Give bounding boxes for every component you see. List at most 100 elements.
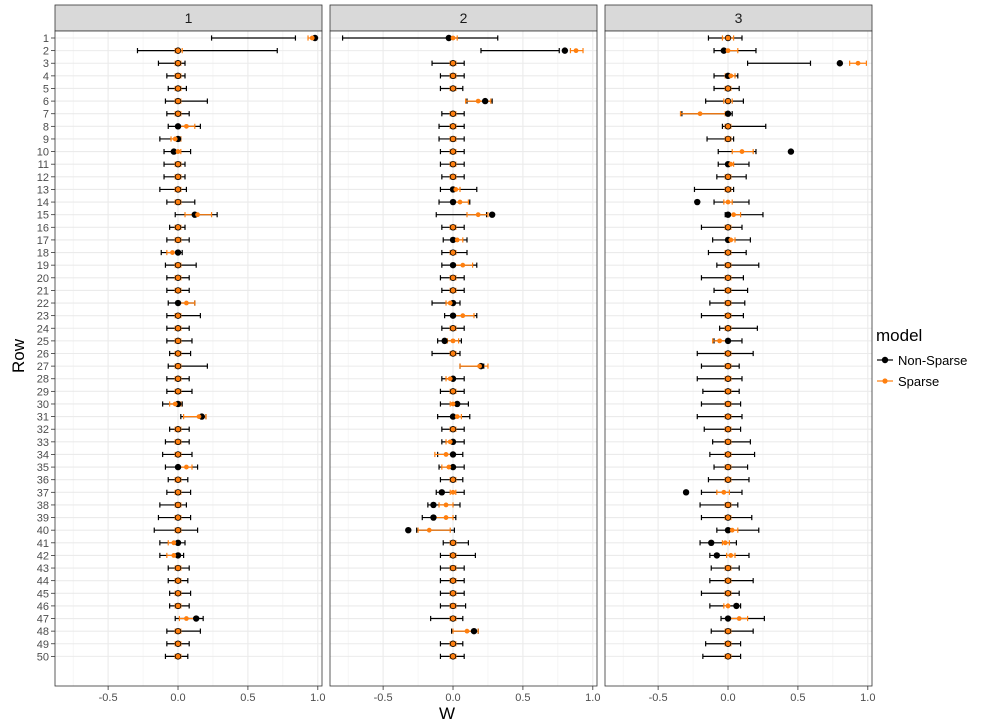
sparse-point — [450, 603, 456, 609]
sparse-point — [175, 187, 181, 192]
sparse-point — [725, 426, 731, 432]
row-label: 31 — [37, 412, 49, 424]
nonsparse-point — [481, 97, 489, 105]
sparse-point — [175, 628, 181, 634]
row-label: 17 — [37, 235, 49, 247]
sparse-point — [725, 98, 731, 104]
sparse-point — [725, 313, 731, 319]
sparse-point — [450, 325, 456, 331]
sparse-point — [725, 250, 731, 255]
legend-item-non-sparse: Non-Sparse — [877, 353, 967, 368]
nonsparse-point — [836, 60, 844, 67]
sparse-point — [725, 376, 731, 382]
sparse-point — [725, 414, 731, 419]
sparse-point — [725, 653, 731, 659]
sparse-point — [725, 35, 731, 41]
x-tick-label: 0.0 — [170, 692, 185, 704]
sparse-point — [170, 250, 175, 255]
nonsparse-point — [430, 501, 437, 509]
sparse-point — [175, 325, 181, 331]
sparse-point — [426, 527, 432, 533]
legend-item-sparse: Sparse — [877, 374, 939, 389]
nonsparse-point — [561, 47, 569, 54]
sparse-point — [725, 515, 731, 520]
sparse-point — [450, 224, 456, 230]
sparse-point — [725, 401, 731, 407]
row-label: 2 — [43, 46, 49, 58]
facet-strip-label: 3 — [735, 10, 743, 26]
panel-background — [605, 31, 872, 686]
row-label: 23 — [37, 311, 49, 323]
sparse-point — [175, 149, 181, 154]
nonsparse-point — [454, 400, 461, 408]
sparse-point — [728, 73, 734, 79]
sparse-point — [175, 439, 181, 445]
nonsparse-point — [174, 299, 182, 307]
sparse-point — [443, 452, 449, 457]
sparse-point — [725, 288, 731, 293]
sparse-point — [725, 439, 731, 445]
sparse-point — [728, 161, 734, 167]
nonsparse-point — [724, 110, 732, 117]
sparse-point — [195, 212, 200, 218]
sparse-point — [450, 338, 456, 344]
nonsparse-point — [724, 211, 732, 218]
panel-border — [604, 30, 873, 687]
sparse-point — [450, 590, 456, 596]
sparse-point — [728, 237, 734, 243]
sparse-point — [477, 363, 482, 369]
nonsparse-point — [724, 337, 732, 345]
sparse-point — [184, 123, 189, 129]
row-label: 24 — [37, 323, 49, 335]
sparse-point — [175, 477, 181, 483]
row-label: 13 — [37, 184, 49, 196]
sparse-point — [175, 527, 181, 533]
nonsparse-point — [192, 615, 200, 622]
sparse-point — [457, 199, 463, 205]
facet-panel-2: 2 -0.5 0.0 0.5 1.0 — [329, 4, 600, 704]
sparse-point — [450, 401, 456, 407]
sparse-point — [725, 275, 731, 281]
sparse-point — [175, 426, 181, 432]
sparse-point — [450, 641, 456, 647]
nonsparse-point — [733, 602, 740, 610]
sparse-point — [175, 351, 181, 356]
row-label: 30 — [37, 399, 49, 411]
sparse-point — [725, 325, 731, 331]
row-label: 47 — [37, 614, 49, 626]
sparse-point — [460, 313, 466, 319]
row-label: 34 — [37, 449, 49, 461]
panel-border — [54, 30, 323, 687]
sparse-point — [450, 149, 456, 154]
nonsparse-point — [708, 539, 715, 546]
sparse-point — [721, 489, 727, 495]
sparse-point — [175, 237, 181, 243]
sparse-point — [172, 136, 178, 142]
nonsparse-point — [441, 337, 448, 345]
sparse-point — [450, 111, 456, 117]
sparse-point — [175, 86, 181, 91]
sparse-point — [725, 262, 731, 268]
facet-panel-1: 1 -0.5 0.0 0.5 1.0 — [54, 4, 325, 704]
sparse-point — [175, 338, 181, 344]
sparse-point — [175, 603, 181, 609]
sparse-point — [175, 161, 181, 167]
nonsparse-point — [720, 47, 728, 54]
sparse-point — [184, 616, 189, 621]
row-label: 40 — [37, 525, 49, 537]
sparse-point — [725, 174, 731, 180]
row-label: 46 — [37, 601, 49, 613]
sparse-point — [175, 515, 181, 520]
row-label: 29 — [37, 386, 49, 398]
row-label: 36 — [37, 475, 49, 487]
nonsparse-point — [449, 413, 457, 420]
facet-strip — [329, 4, 598, 32]
sparse-point — [855, 60, 861, 66]
sparse-point — [454, 237, 460, 243]
sparse-point — [725, 224, 731, 230]
row-label: 4 — [43, 71, 49, 83]
sparse-point — [450, 275, 456, 281]
row-label: 12 — [37, 172, 49, 184]
sparse-point — [725, 452, 731, 457]
row-label: 22 — [37, 298, 49, 310]
